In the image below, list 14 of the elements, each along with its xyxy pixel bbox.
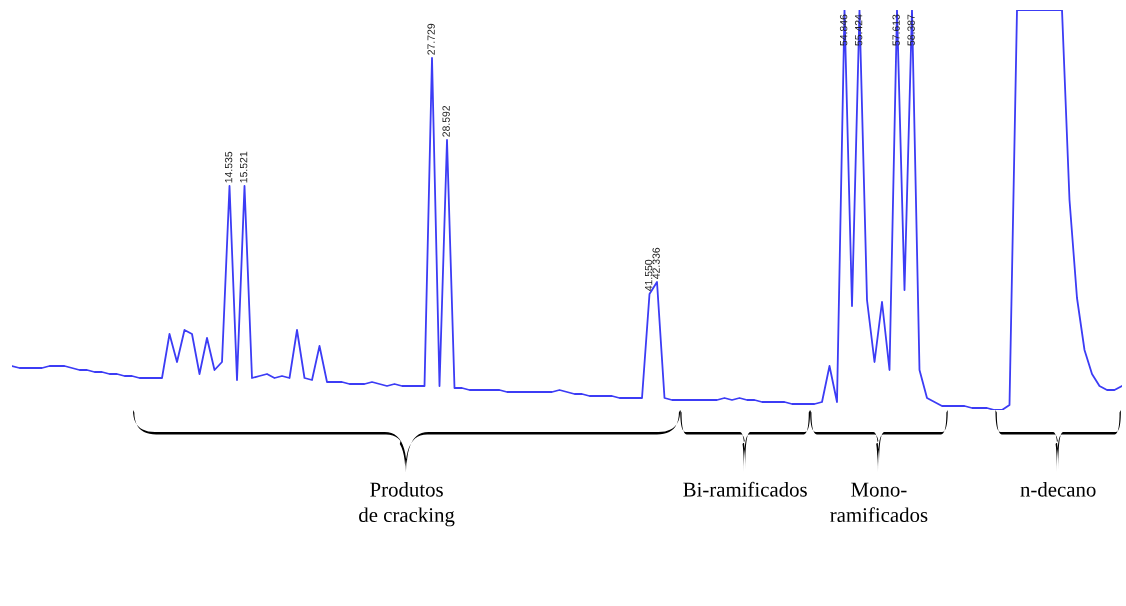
x-tick-label: 58.387 <box>907 14 915 46</box>
x-tick-label: 14.535 <box>224 151 233 183</box>
text: n-decano <box>1020 482 1096 497</box>
text: Mono- ramificados <box>830 482 928 523</box>
x-tick-label: 55.424 <box>854 14 863 46</box>
x-tick-label: 27.729 <box>427 23 435 55</box>
x-tick-label: 42.336 <box>652 247 660 279</box>
text: Bi-ramificados <box>683 481 807 497</box>
x-tick-label: 57.613 <box>892 14 900 46</box>
x-tick-label: 28.592 <box>442 105 450 137</box>
x-tick-label: 15.521 <box>239 151 248 183</box>
x-tick-label: 54.846 <box>839 14 848 46</box>
text: Produtos de cracking <box>359 482 455 527</box>
x-tick-label: 41.550 <box>644 259 653 291</box>
